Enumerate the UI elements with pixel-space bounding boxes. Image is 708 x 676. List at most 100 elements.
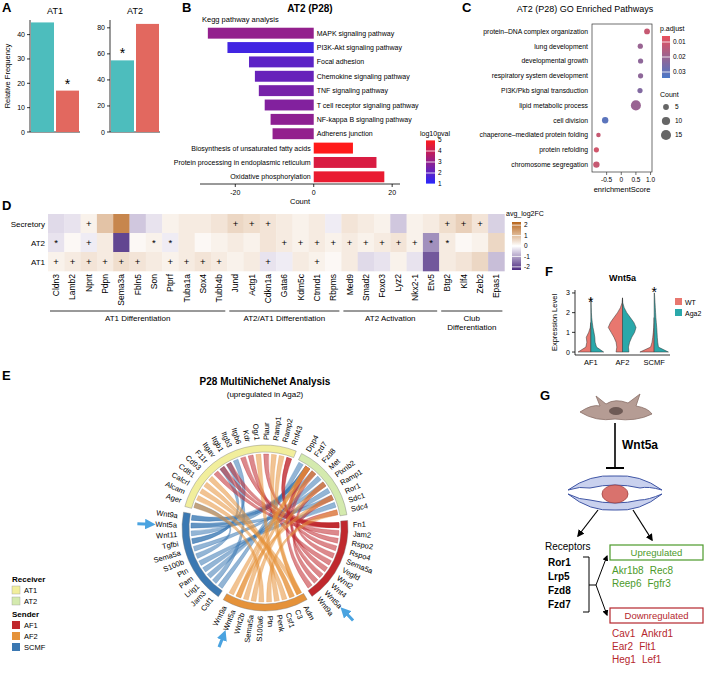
arrow	[596, 556, 607, 585]
cell-label: +	[314, 237, 320, 248]
title: Wnt5a	[609, 273, 637, 283]
cell	[293, 214, 310, 233]
column-label: Lamb2	[67, 274, 77, 300]
colorbar-tick	[512, 246, 521, 247]
legend-label: Aga2	[685, 310, 701, 318]
colorbar-tick-label: 0.03	[673, 68, 686, 75]
column-label: Zeb2	[475, 274, 485, 294]
title: AT2 (P28)	[287, 3, 332, 14]
colorbar	[662, 36, 670, 78]
cell	[374, 214, 391, 233]
x-tick-label: 1.0	[646, 176, 655, 183]
y-tick-label: chaperone–mediated protein folding	[480, 131, 589, 139]
cell	[81, 214, 98, 233]
gene: Lef1	[642, 654, 662, 665]
sector	[185, 445, 296, 508]
bar	[227, 42, 313, 53]
title: AT2 (P28) GO Enriched Pathways	[517, 4, 654, 14]
cell-label: +	[412, 237, 418, 248]
cell	[260, 233, 277, 252]
colorbar-tick-label: 4	[438, 147, 442, 154]
colorbar-tick-label: 0.01	[673, 38, 686, 45]
column-label: Foxo3	[377, 274, 387, 298]
x-axis-title: Count	[290, 197, 311, 206]
bar-label: TNF signaling pathway	[317, 87, 389, 95]
arrow	[596, 585, 607, 615]
colorbar-tick-label: 1	[524, 232, 528, 239]
cell-label: +	[167, 256, 173, 267]
group-bracket	[441, 311, 502, 312]
cell	[407, 233, 424, 252]
y-tick-label: 20	[17, 80, 25, 87]
cell	[48, 233, 65, 252]
ribbon	[229, 466, 310, 595]
colorbar-tick	[426, 151, 435, 152]
bracket	[583, 557, 589, 612]
highlight-arrow	[344, 611, 353, 620]
gene: Reep6	[612, 578, 642, 589]
legend-label: WT	[685, 299, 697, 306]
bar-label: PI3K-Akt signaling pathway	[317, 44, 403, 52]
cell	[130, 214, 147, 233]
legend-swatch	[675, 309, 682, 316]
point	[596, 133, 601, 138]
column-label: Gata6	[279, 274, 289, 297]
x-tick-label: 20	[388, 189, 396, 196]
bar-label: T cell receptor signaling pathway	[317, 102, 419, 110]
y-tick-label: 80	[97, 24, 105, 31]
colorbar-title: avg_log2FC	[506, 210, 544, 218]
colorbar-tick-label: 2	[524, 221, 528, 228]
legend-title: Receiver	[12, 575, 45, 584]
column-label: Cdkn1a	[263, 274, 273, 304]
cell	[178, 252, 195, 271]
cell-label: +	[53, 256, 59, 267]
cell	[130, 252, 147, 271]
row-label: AT2	[31, 239, 46, 248]
violins	[578, 293, 668, 352]
item-label: Fn1	[353, 520, 366, 529]
y-tick	[27, 58, 30, 59]
cell-label: +	[70, 256, 76, 267]
cell-label: *	[168, 237, 172, 248]
colorbar-tick	[426, 162, 435, 163]
ribbon	[204, 482, 294, 598]
legend-swatch	[675, 298, 682, 305]
cell	[358, 233, 375, 252]
y-tick-label: developmental growth	[522, 57, 589, 65]
item-label: Wnt9a	[156, 508, 180, 520]
y-tick-label: 3	[566, 289, 570, 296]
cell	[64, 233, 81, 252]
column-label: Klf4	[459, 274, 469, 289]
cell	[162, 233, 179, 252]
points	[593, 28, 650, 167]
point	[602, 117, 608, 123]
bar	[314, 171, 385, 182]
item-label: Itgb6	[230, 427, 244, 446]
point	[644, 28, 650, 34]
panel-letter: F	[545, 264, 553, 279]
bracket-stem	[589, 585, 596, 586]
bar-label: Protein processing in endoplasmic reticu…	[174, 159, 311, 167]
cell	[162, 214, 179, 233]
cell-label: *	[152, 237, 156, 248]
cell	[81, 233, 98, 252]
annotation: *	[65, 76, 71, 92]
cell	[341, 252, 358, 271]
gene: Flt1	[639, 641, 656, 652]
column-label: Npnt	[84, 273, 94, 292]
cell	[390, 214, 407, 233]
colorbar	[426, 140, 435, 184]
gene: Fgfr3	[647, 578, 671, 589]
legend-label: SCMF	[24, 643, 46, 652]
ribbon	[209, 476, 295, 597]
cell	[48, 214, 65, 233]
y-tick	[107, 105, 110, 106]
cell	[472, 252, 489, 271]
bar	[259, 85, 314, 96]
cell	[407, 252, 424, 271]
cell	[439, 214, 456, 233]
gene: Heg1	[612, 654, 636, 665]
cell	[195, 252, 212, 271]
y-tick	[572, 292, 575, 293]
nucleus	[609, 407, 623, 415]
